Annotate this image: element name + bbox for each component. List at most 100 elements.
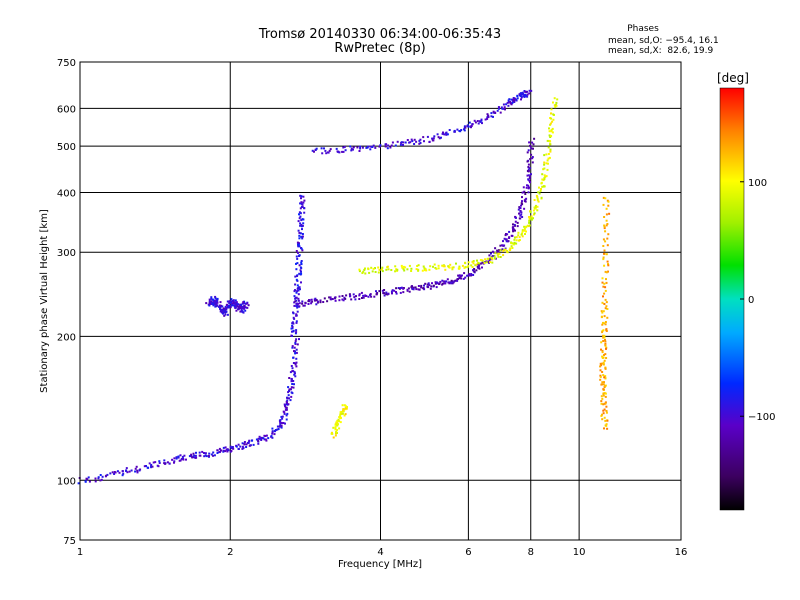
echo-point — [342, 408, 345, 411]
x-tick-label: 16 — [675, 547, 688, 558]
echo-point — [504, 108, 506, 111]
echo-point — [158, 462, 161, 464]
echo-point — [437, 136, 440, 139]
echo-point — [225, 448, 228, 451]
echo-point — [331, 432, 334, 435]
echo-point — [509, 102, 512, 105]
echo-point — [518, 236, 521, 239]
echo-point — [470, 274, 473, 277]
echo-point — [604, 392, 607, 395]
echo-point — [601, 355, 604, 358]
echo-point — [271, 427, 274, 430]
echo-point — [532, 143, 535, 146]
echo-point — [540, 188, 542, 190]
echo-point — [603, 334, 606, 337]
echo-point — [600, 348, 602, 351]
echo-point — [535, 194, 538, 197]
echo-point — [511, 247, 514, 249]
echo-point — [602, 336, 605, 339]
echo-point — [311, 300, 314, 303]
echo-point — [295, 329, 298, 332]
echo-point — [521, 91, 524, 94]
echo-point — [603, 416, 606, 419]
echo-point — [339, 411, 342, 414]
echo-point — [279, 420, 281, 423]
echo-point — [601, 371, 604, 373]
echo-point — [443, 280, 446, 283]
echo-point — [328, 149, 331, 152]
echo-point — [114, 471, 117, 474]
echo-point — [510, 98, 513, 101]
echo-point — [121, 470, 124, 473]
echo-point — [335, 147, 338, 150]
echo-point — [512, 98, 514, 101]
echo-point — [543, 161, 546, 164]
echo-point — [544, 175, 547, 178]
echo-point — [399, 287, 402, 289]
echo-point — [601, 362, 604, 365]
echo-point — [497, 251, 500, 254]
echo-point — [294, 342, 297, 344]
echo-point — [369, 145, 372, 148]
echo-point — [533, 199, 536, 201]
echo-point — [301, 235, 304, 238]
echo-point — [248, 444, 251, 447]
echo-point — [603, 392, 606, 395]
echo-point — [415, 268, 418, 271]
echo-point — [295, 305, 298, 308]
echo-point — [533, 213, 535, 216]
echo-point — [543, 154, 546, 157]
echo-point — [511, 242, 514, 245]
echo-point — [472, 274, 475, 276]
echo-point — [527, 163, 530, 166]
echo-point — [408, 264, 411, 267]
echo-point — [348, 293, 351, 296]
echo-point — [607, 200, 610, 203]
echo-point — [496, 249, 499, 252]
echo-point — [295, 250, 298, 252]
echo-point — [470, 264, 473, 267]
echo-point — [483, 262, 486, 264]
echo-point — [380, 268, 383, 271]
echo-point — [442, 131, 444, 134]
echo-point — [604, 270, 607, 273]
echo-point — [294, 362, 297, 365]
echo-point — [301, 233, 304, 235]
echo-point — [604, 298, 607, 301]
echo-point — [235, 445, 238, 448]
echo-point — [225, 310, 228, 313]
echo-point — [470, 273, 473, 275]
echo-point — [387, 292, 390, 295]
echo-point — [550, 129, 553, 132]
echo-point — [528, 141, 531, 144]
echo-point — [541, 173, 544, 176]
echo-point — [298, 231, 301, 234]
echo-point — [295, 291, 298, 294]
echo-point — [242, 447, 245, 450]
echo-point — [506, 101, 509, 104]
echo-point — [434, 281, 437, 284]
echo-point — [515, 236, 518, 239]
echo-point — [300, 270, 302, 273]
echo-point — [122, 472, 125, 475]
echo-point — [385, 291, 388, 294]
echo-point — [497, 255, 500, 258]
echo-point — [298, 213, 300, 216]
echo-point — [422, 136, 425, 139]
echo-point — [514, 236, 516, 239]
echo-point — [605, 347, 607, 350]
echo-point — [441, 279, 444, 282]
echo-point — [600, 395, 603, 398]
echo-point — [527, 168, 530, 171]
echo-point — [100, 478, 103, 481]
echo-point — [424, 282, 427, 285]
echo-point — [215, 302, 218, 305]
echo-point — [352, 293, 355, 296]
echo-point — [496, 109, 499, 112]
echo-point — [307, 303, 310, 305]
echo-point — [435, 267, 438, 270]
echo-point — [230, 450, 233, 452]
echo-point — [342, 150, 345, 153]
echo-point — [604, 307, 607, 310]
